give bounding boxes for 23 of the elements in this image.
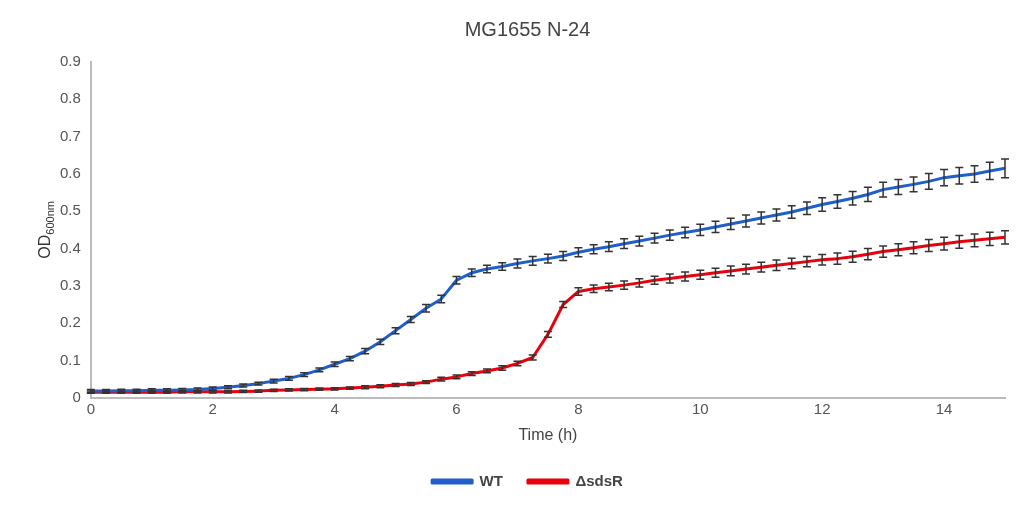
y-tick-label: 0.8 (59, 89, 81, 107)
legend-label: ΔsdsR (575, 471, 624, 489)
y-tick-label: 0 (72, 387, 81, 405)
chart-title: MG1655 N-24 (464, 17, 591, 40)
y-axis-title: OD600nm (36, 201, 56, 259)
x-tick-label: 0 (86, 399, 96, 417)
y-tick-label: 0.1 (59, 350, 81, 368)
y-tick-label: 0.6 (59, 164, 81, 182)
x-tick-label: 14 (935, 399, 953, 417)
x-tick-label: 4 (330, 399, 339, 417)
x-tick-label: 6 (452, 399, 461, 417)
legend-label: WT (479, 471, 503, 489)
y-tick-label: 0.9 (59, 52, 81, 70)
x-tick-label: 12 (813, 399, 831, 417)
y-tick-label: 0.2 (59, 313, 81, 331)
y-tick-label: 0.3 (59, 276, 81, 294)
x-axis-title: Time (h) (518, 425, 578, 443)
y-tick-label: 0.7 (59, 126, 81, 144)
y-tick-label: 0.4 (59, 238, 81, 256)
x-tick-label: 2 (208, 399, 217, 417)
x-tick-label: 10 (691, 399, 709, 417)
y-tick-label: 0.5 (59, 201, 81, 219)
x-tick-label: 8 (574, 399, 583, 417)
